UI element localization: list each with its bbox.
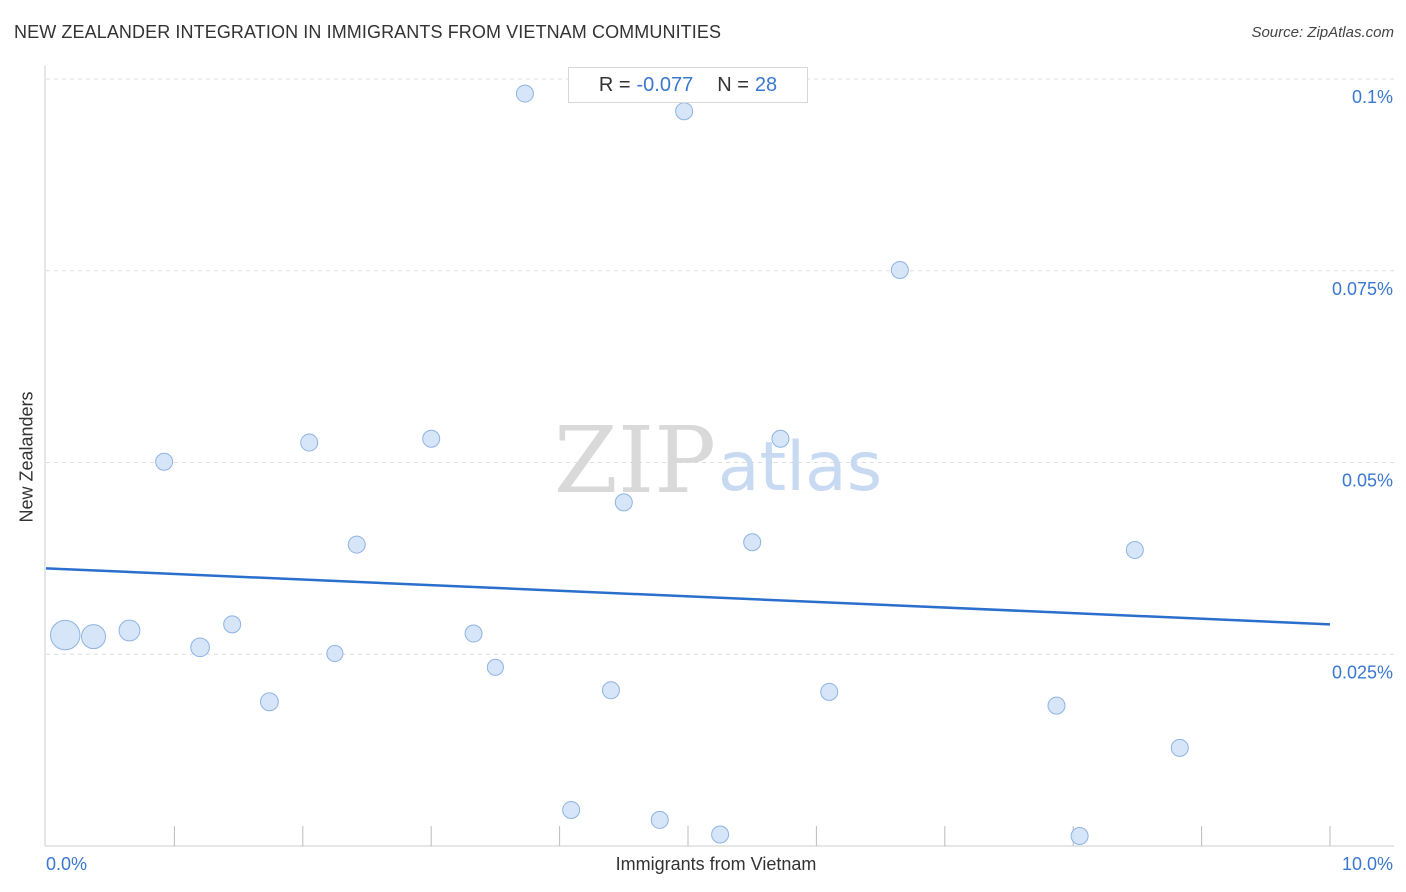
data-point bbox=[300, 433, 319, 452]
data-point bbox=[890, 260, 909, 279]
y-axis-label: New Zealanders bbox=[16, 391, 37, 523]
y-tick-label: 0.025% bbox=[1332, 662, 1393, 682]
n-value: 28 bbox=[754, 73, 778, 96]
y-tick-label: 0.1% bbox=[1352, 87, 1393, 107]
n-label: N = bbox=[717, 73, 749, 96]
data-point bbox=[464, 624, 483, 643]
axes bbox=[44, 66, 1394, 847]
data-point bbox=[675, 102, 694, 121]
data-point bbox=[190, 637, 210, 658]
x-tick-label: 0.0% bbox=[46, 854, 87, 874]
data-point bbox=[1070, 827, 1089, 846]
watermark-zip: ZIP bbox=[554, 407, 716, 514]
r-label: R = bbox=[598, 73, 631, 96]
source-label: Source: ZipAtlas.com bbox=[1251, 24, 1394, 41]
watermark-atlas: atlas bbox=[718, 428, 882, 507]
y-tick-label: 0.075% bbox=[1332, 279, 1393, 299]
data-point bbox=[326, 644, 344, 663]
data-point bbox=[1125, 540, 1144, 559]
data-point bbox=[711, 825, 730, 844]
data-point bbox=[80, 624, 107, 650]
data-points bbox=[50, 84, 1189, 846]
r-value: -0.077 bbox=[636, 73, 694, 96]
data-point bbox=[743, 533, 762, 552]
x-tick-label: 10.0% bbox=[1342, 854, 1393, 874]
watermark: ZIP atlas bbox=[554, 407, 882, 514]
data-point bbox=[820, 682, 839, 701]
data-point bbox=[486, 658, 504, 676]
trend-line-group bbox=[45, 567, 1331, 626]
data-point bbox=[223, 615, 242, 634]
x-axis-label: Immigrants from Vietnam bbox=[615, 854, 817, 874]
data-point bbox=[422, 429, 441, 448]
data-point bbox=[771, 429, 790, 448]
data-point bbox=[562, 800, 581, 819]
data-point bbox=[118, 619, 141, 642]
data-point bbox=[50, 619, 81, 651]
stats-box: R = -0.077 N = 28 bbox=[568, 67, 808, 103]
tick-labels: 0.1% 0.075% 0.05% 0.025% 0.0% 10.0% bbox=[46, 87, 1393, 874]
data-point bbox=[347, 535, 366, 554]
data-point bbox=[614, 493, 633, 512]
data-point bbox=[515, 84, 534, 103]
y-tick-label: 0.05% bbox=[1342, 471, 1393, 491]
data-point bbox=[155, 452, 174, 471]
data-point bbox=[1047, 696, 1066, 715]
data-point bbox=[260, 692, 279, 712]
data-point bbox=[601, 681, 620, 700]
chart-title: NEW ZEALANDER INTEGRATION IN IMMIGRANTS … bbox=[14, 22, 722, 42]
grid-lines bbox=[46, 78, 1394, 655]
data-point bbox=[1170, 738, 1189, 757]
data-point bbox=[650, 810, 669, 829]
trend-line bbox=[45, 567, 1331, 626]
